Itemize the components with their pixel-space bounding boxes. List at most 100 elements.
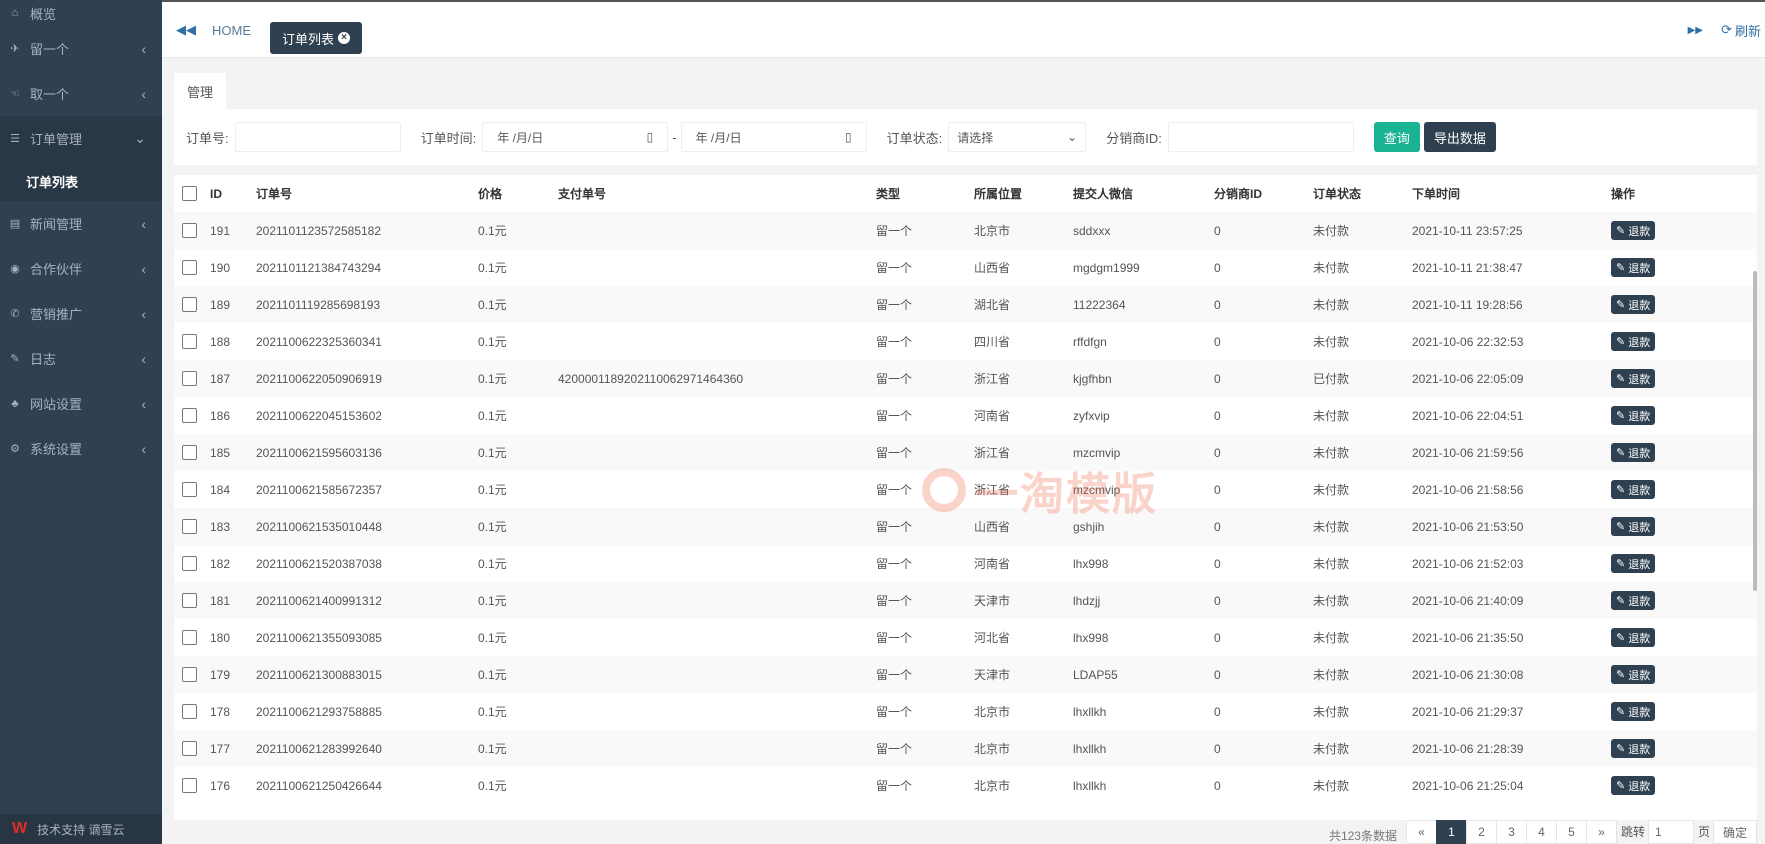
cell: 189 (204, 286, 250, 323)
cell: 留一个 (876, 557, 913, 571)
cell: 176 (210, 778, 231, 793)
refresh-button[interactable]: ⟳ 刷新 (1721, 22, 1761, 39)
row-checkbox[interactable] (182, 334, 197, 350)
sidebar-item[interactable]: ✎ 日志 ‹ (0, 336, 162, 381)
refund-button[interactable]: ✎ 退款 (1611, 406, 1656, 425)
cell: 未付款 (1307, 212, 1406, 249)
cell: 未付款 (1313, 631, 1350, 645)
refund-button[interactable]: ✎ 退款 (1611, 739, 1656, 758)
page-button[interactable]: 2 (1465, 820, 1497, 844)
chevron-left-icon: ‹ (141, 395, 146, 412)
sidebar-subitem-order-list[interactable]: 订单列表 (0, 161, 162, 201)
refund-button[interactable]: ✎ 退款 (1611, 295, 1656, 314)
sidebar-item[interactable]: ✈ 留一个 ‹ (0, 26, 162, 71)
refund-button[interactable]: ✎ 退款 (1611, 628, 1656, 647)
calendar-icon[interactable]: ▯ (646, 130, 654, 144)
refund-button[interactable]: ✎ 退款 (1611, 517, 1656, 536)
sidebar-item[interactable]: ▤ 新闻管理 ‹ (9, 215, 146, 233)
sidebar-item[interactable]: ◉ 合作伙伴 ‹ (0, 246, 162, 291)
cell: 0 (1214, 704, 1221, 719)
row-checkbox[interactable] (182, 223, 197, 239)
refund-button[interactable]: ✎ 退款 (1611, 776, 1656, 795)
scroll-left-icon[interactable]: ◀◀ (176, 22, 196, 37)
row-checkbox[interactable] (182, 260, 197, 276)
column-header: 订单号 (256, 187, 293, 201)
row-checkbox[interactable] (182, 630, 197, 646)
refund-button[interactable]: ✎ 退款 (1611, 258, 1656, 277)
column-header: 支付单号 (558, 187, 607, 201)
row-checkbox[interactable] (182, 297, 197, 313)
refund-button[interactable]: ✎ 退款 (1611, 369, 1656, 388)
cell: 0 (1214, 334, 1221, 349)
page-button[interactable]: 5 (1555, 820, 1587, 844)
refund-button[interactable]: ✎ 退款 (1611, 443, 1656, 462)
panel-tab-manage[interactable]: 管理 (174, 73, 226, 109)
page-button[interactable]: 3 (1495, 820, 1527, 844)
export-button[interactable]: 导出数据 (1423, 122, 1496, 152)
row-checkbox[interactable] (182, 593, 197, 609)
sidebar-item-overview[interactable]: ⌂ 概览 (0, 0, 162, 26)
row-checkbox[interactable] (182, 667, 197, 683)
cell: 0 (1214, 260, 1221, 275)
row-checkbox[interactable] (182, 741, 197, 757)
table-row: 187 2021100622050906919 0.1元 42000011892021… (174, 360, 1757, 397)
cell: 已付款 (1307, 360, 1406, 397)
query-button[interactable]: 查询 (1373, 122, 1420, 152)
refund-button[interactable]: ✎ 退款 (1611, 591, 1656, 610)
refund-button[interactable]: ✎ 退款 (1611, 702, 1656, 721)
order-no-input[interactable] (234, 122, 401, 152)
row-checkbox[interactable] (182, 371, 197, 387)
table-row: 182 2021100621520387038 0.1元 留一个 河南省 lhx998 0 未… (174, 545, 1757, 582)
row-checkbox[interactable] (182, 704, 197, 720)
row-checkbox[interactable] (182, 519, 197, 535)
select-all-checkbox[interactable] (182, 186, 197, 202)
sidebar-item[interactable]: ☜ 取一个 ‹ (0, 71, 162, 116)
chevron-left-icon: ‹ (141, 85, 146, 102)
calendar-icon[interactable]: ▯ (844, 130, 852, 144)
page-button[interactable]: 4 (1525, 820, 1557, 844)
tab-home[interactable]: HOME (212, 22, 251, 38)
sidebar-item[interactable]: ✆ 营销推广 ‹ (0, 291, 162, 336)
row-checkbox[interactable] (182, 778, 197, 794)
refund-button[interactable]: ✎ 退款 (1611, 480, 1656, 499)
cell: 2021100621250426644 (256, 778, 382, 793)
refund-button[interactable]: ✎ 退款 (1611, 665, 1656, 684)
table-row: 190 2021101121384743294 0.1元 留一个 山西省 mgdgm199… (174, 249, 1757, 286)
scroll-right-icon[interactable]: ▶▶ (1687, 24, 1703, 36)
row-checkbox[interactable] (182, 445, 197, 461)
row-checkbox[interactable] (182, 408, 197, 424)
end-date-input[interactable]: 年 /月/日 ▯ (680, 122, 867, 152)
row-checkbox[interactable] (182, 556, 197, 572)
cell: 11222364 (1067, 286, 1208, 323)
cell: 山西省 (968, 508, 1067, 545)
start-date-input[interactable]: 年 /月/日 ▯ (482, 122, 669, 152)
table-scrollbar[interactable] (1753, 271, 1757, 591)
refund-button[interactable]: ✎ 退款 (1611, 554, 1656, 573)
sidebar-item[interactable]: ♣ 网站设置 ‹ (0, 381, 162, 426)
sidebar-item[interactable]: ☰ 订单管理 ⌄ (0, 116, 162, 161)
status-select[interactable]: 请选择 ⌄ (948, 122, 1087, 152)
chevron-left-icon: ‹ (141, 305, 146, 322)
refund-button[interactable]: ✎ 退款 (1611, 221, 1656, 240)
cell: 留一个 (876, 261, 913, 275)
column-header: 下单时间 (1412, 187, 1461, 201)
cell: 185 (204, 434, 250, 471)
cell: 未付款 (1307, 730, 1406, 767)
next-page-button[interactable]: » (1585, 820, 1617, 844)
cell: 浙江省 (968, 434, 1067, 471)
cell: 留一个 (870, 656, 968, 693)
page-button[interactable]: 1 (1435, 820, 1467, 844)
row-checkbox[interactable] (182, 482, 197, 498)
jump-page-input[interactable]: 1 (1647, 820, 1694, 844)
prev-page-button[interactable]: « (1405, 820, 1437, 844)
tab-order-list[interactable]: 订单列表 × (270, 22, 363, 54)
close-tab-icon[interactable]: × (338, 32, 351, 44)
cell: 182 (210, 556, 231, 571)
refund-button[interactable]: ✎ 退款 (1611, 332, 1656, 351)
cell: rffdfgn (1073, 334, 1107, 349)
cell: 0 (1208, 582, 1307, 619)
confirm-jump-button[interactable]: 确定 (1713, 820, 1757, 844)
sidebar-item[interactable]: ⚙ 系统设置 ‹ (0, 426, 162, 471)
distributor-id-input[interactable] (1167, 122, 1354, 152)
cell: mzcmvip (1073, 482, 1121, 497)
